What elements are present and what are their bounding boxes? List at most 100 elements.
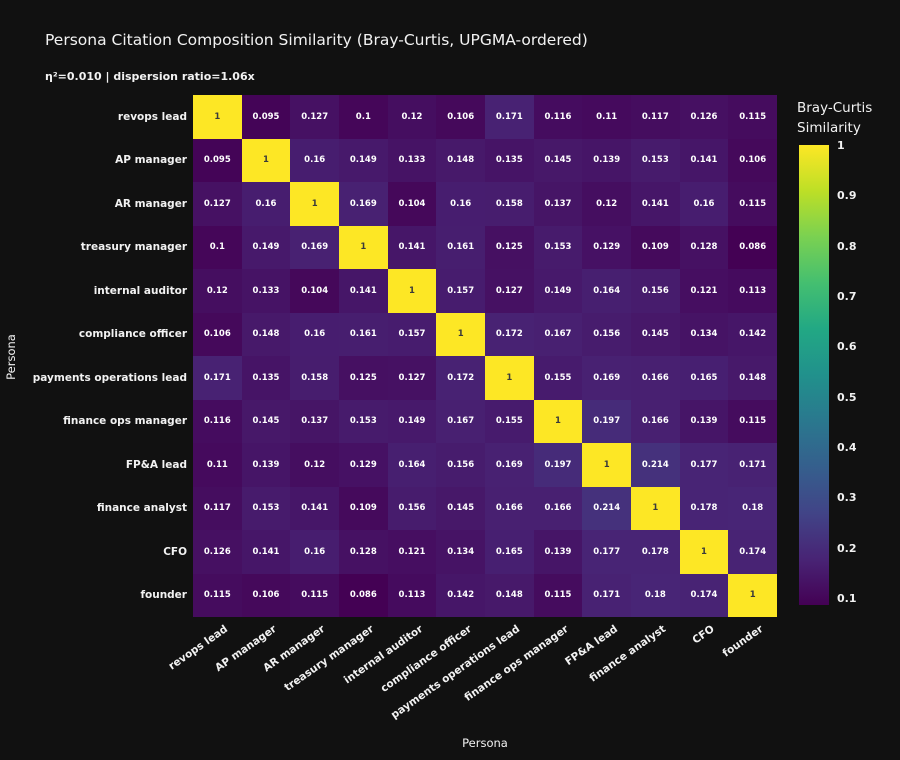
heatmap-cell: 0.169 <box>339 182 388 226</box>
colorbar-tick-label: 0.4 <box>837 440 857 454</box>
heatmap-grid: 1 0.095 0.127 0.1 0.12 0.106 0.171 0.116 0.11 0.1… <box>193 95 777 617</box>
heatmap-cell: 0.129 <box>339 443 388 487</box>
heatmap-cell: 0.157 <box>436 269 485 313</box>
y-tick-label: revops lead <box>117 110 187 123</box>
heatmap-cell: 0.157 <box>387 312 437 356</box>
heatmap-cell: 1 <box>485 356 534 400</box>
heatmap-cell: 0.116 <box>193 399 242 443</box>
heatmap-cell: 0.115 <box>728 399 777 443</box>
heatmap-cell: 0.169 <box>290 225 339 269</box>
heatmap-cell: 0.109 <box>631 225 680 269</box>
y-tick-label: finance analyst <box>96 502 187 515</box>
heatmap-cell: 0.126 <box>193 530 242 574</box>
heatmap-cell: 0.148 <box>436 138 485 182</box>
heatmap-cell: 0.155 <box>533 356 583 400</box>
heatmap-cell: 0.141 <box>290 486 339 530</box>
heatmap-cell: 0.166 <box>485 486 534 530</box>
heatmap-cell: 1 <box>679 530 729 574</box>
heatmap-cell: 0.116 <box>533 95 583 139</box>
heatmap-cell: 0.095 <box>241 95 291 139</box>
heatmap-cell: 0.086 <box>339 573 388 617</box>
heatmap-cell: 0.16 <box>290 530 339 574</box>
heatmap-cell: 0.135 <box>485 138 534 182</box>
colorbar-tick-label: 0.9 <box>837 189 857 203</box>
heatmap-cell: 0.12 <box>582 182 631 226</box>
heatmap-cell: 0.149 <box>339 138 388 182</box>
heatmap-cell: 0.139 <box>241 443 291 487</box>
heatmap-cell: 0.148 <box>241 312 291 356</box>
heatmap-cell: 0.127 <box>193 182 242 226</box>
heatmap-cell: 0.11 <box>582 95 631 139</box>
heatmap-cell: 0.161 <box>436 225 485 269</box>
heatmap-cell: 0.18 <box>728 486 777 530</box>
heatmap-cell: 0.104 <box>387 182 437 226</box>
heatmap-cell: 0.178 <box>631 530 680 574</box>
heatmap-cell: 0.133 <box>241 269 291 313</box>
heatmap-cell: 0.141 <box>241 530 291 574</box>
heatmap-cell: 0.153 <box>533 225 583 269</box>
heatmap-cell: 0.153 <box>339 399 388 443</box>
heatmap-cell: 0.172 <box>436 356 485 400</box>
heatmap-cell: 1 <box>193 95 242 139</box>
heatmap-cell: 0.214 <box>631 443 680 487</box>
colorbar-tick-label: 0.5 <box>837 390 857 404</box>
heatmap-cell: 0.167 <box>436 399 485 443</box>
heatmap-cell: 1 <box>339 225 388 269</box>
heatmap-cell: 0.166 <box>533 486 583 530</box>
colorbar <box>799 145 829 605</box>
heatmap-cell: 0.155 <box>485 399 534 443</box>
heatmap-cell: 0.171 <box>193 356 242 400</box>
colorbar-tick-label: 1 <box>837 139 845 152</box>
heatmap-cell: 0.16 <box>241 182 291 226</box>
heatmap-cell: 0.086 <box>728 225 777 269</box>
heatmap-cell: 0.166 <box>631 356 680 400</box>
heatmap-cell: 0.177 <box>582 530 631 574</box>
heatmap-cell: 0.1 <box>339 95 388 139</box>
heatmap-cell: 0.18 <box>631 573 680 617</box>
heatmap-cell: 0.148 <box>728 356 777 400</box>
heatmap-cell: 0.153 <box>631 138 680 182</box>
heatmap-cell: 1 <box>387 269 437 313</box>
heatmap-cell: 0.164 <box>582 269 631 313</box>
heatmap-cell: 0.134 <box>436 530 485 574</box>
colorbar-tick-label: 0.3 <box>837 491 857 505</box>
heatmap-cell: 0.113 <box>728 269 777 313</box>
heatmap-cell: 0.145 <box>631 312 680 356</box>
heatmap-cell: 1 <box>290 182 339 226</box>
y-tick-label: AP manager <box>115 154 187 167</box>
heatmap-cell: 0.141 <box>339 269 388 313</box>
heatmap-cell: 0.161 <box>339 312 388 356</box>
heatmap-cell: 0.126 <box>679 95 729 139</box>
heatmap-cell: 0.142 <box>728 312 777 356</box>
heatmap-cell: 0.115 <box>728 182 777 226</box>
heatmap-cell: 0.171 <box>582 573 631 617</box>
heatmap-cell: 0.16 <box>290 312 339 356</box>
heatmap-cell: 0.095 <box>193 138 242 182</box>
heatmap-cell: 0.106 <box>436 95 485 139</box>
x-tick-label: CFO <box>690 623 717 647</box>
heatmap-cell: 1 <box>582 443 631 487</box>
colorbar-title-line1: Bray-Curtis <box>797 100 873 116</box>
heatmap-cell: 0.133 <box>387 138 437 182</box>
heatmap-cell: 0.167 <box>533 312 583 356</box>
heatmap-cell: 0.16 <box>436 182 485 226</box>
heatmap-cell: 0.1 <box>193 225 242 269</box>
heatmap-cell: 0.106 <box>728 138 777 182</box>
heatmap-cell: 0.12 <box>290 443 339 487</box>
colorbar-tick-label: 0.6 <box>837 340 857 354</box>
heatmap-cell: 0.156 <box>631 269 680 313</box>
heatmap-cell: 0.16 <box>290 138 339 182</box>
heatmap-cell: 0.121 <box>387 530 437 574</box>
heatmap-cell: 0.197 <box>533 443 583 487</box>
colorbar-title: Bray-Curtis Similarity <box>797 98 872 139</box>
heatmap-cell: 0.115 <box>728 95 777 139</box>
heatmap-cell: 0.115 <box>533 573 583 617</box>
heatmap-cell: 0.135 <box>241 356 291 400</box>
heatmap-cell: 0.149 <box>533 269 583 313</box>
heatmap-cell: 0.139 <box>679 399 729 443</box>
colorbar-tick-label: 0.8 <box>837 239 857 253</box>
heatmap-cell: 0.172 <box>485 312 534 356</box>
heatmap-cell: 0.109 <box>339 486 388 530</box>
heatmap-cell: 0.149 <box>241 225 291 269</box>
colorbar-tick-label: 0.1 <box>837 591 857 605</box>
